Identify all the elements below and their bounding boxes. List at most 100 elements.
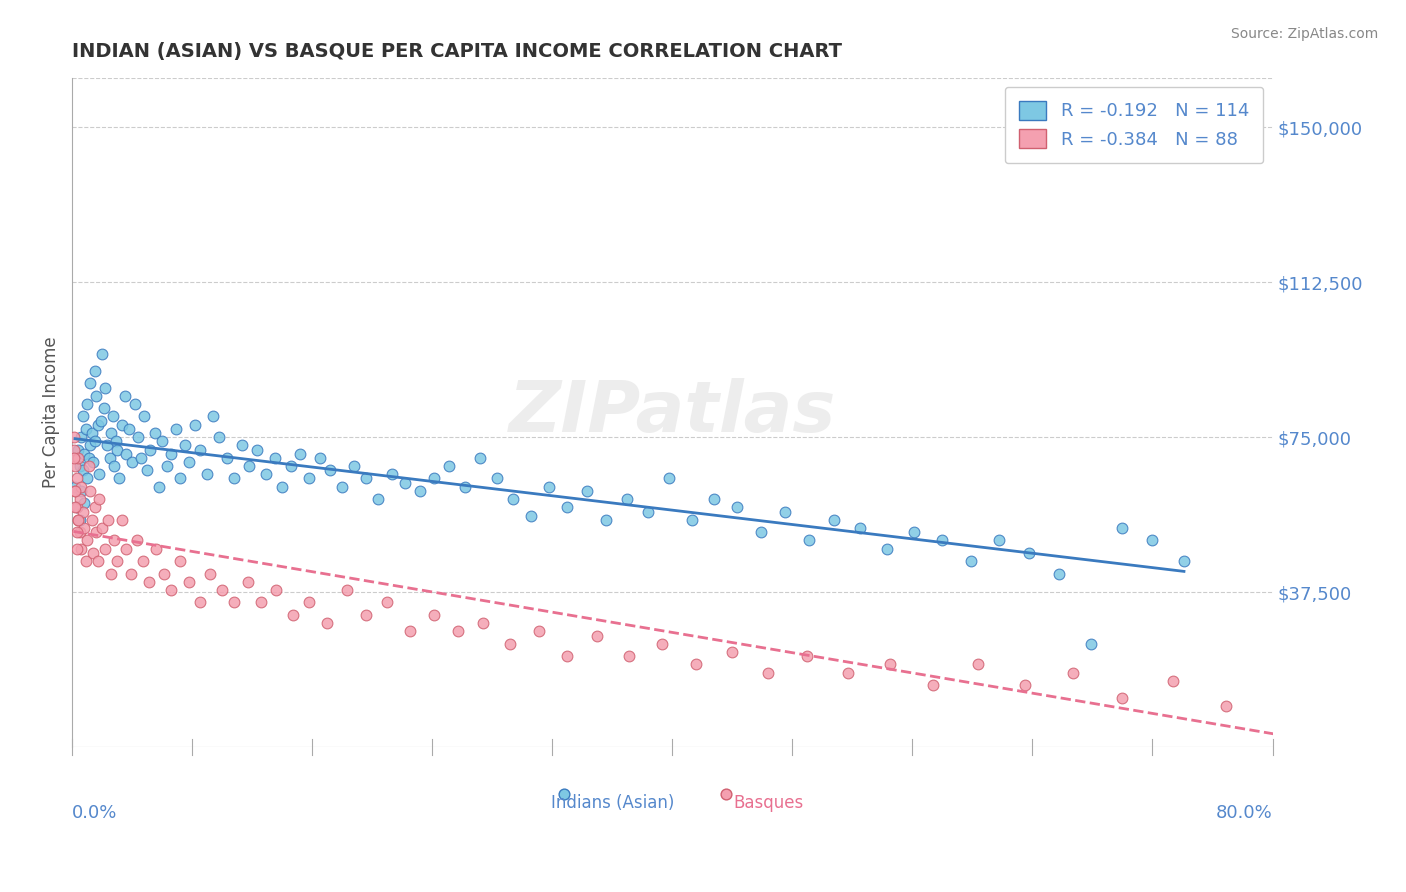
Point <box>1326 719 1348 733</box>
Point <box>367 492 389 507</box>
Point <box>1173 554 1195 568</box>
Point <box>381 467 404 482</box>
Point <box>485 471 508 485</box>
Point <box>66 513 89 527</box>
Point <box>231 438 253 452</box>
Point <box>76 533 98 548</box>
Point <box>1385 728 1406 742</box>
Point <box>105 442 128 457</box>
Point <box>298 471 321 485</box>
Point <box>80 425 103 440</box>
Point <box>160 582 183 597</box>
Point <box>110 417 132 432</box>
Point <box>62 450 84 465</box>
Text: 80.0%: 80.0% <box>1216 804 1272 822</box>
Point <box>208 430 231 444</box>
Point <box>152 566 174 581</box>
Point <box>63 480 86 494</box>
Point <box>132 409 155 424</box>
Point <box>202 409 225 424</box>
Point <box>1142 533 1164 548</box>
Point <box>1014 678 1036 692</box>
Point <box>502 492 524 507</box>
Point <box>336 582 359 597</box>
Point <box>264 582 287 597</box>
Point <box>83 500 105 515</box>
Point <box>129 450 152 465</box>
Point <box>165 422 187 436</box>
Point <box>308 450 330 465</box>
Point <box>145 541 167 556</box>
Point <box>472 616 495 631</box>
Point <box>96 438 118 452</box>
Point <box>124 397 146 411</box>
Point <box>100 425 122 440</box>
Point <box>103 459 125 474</box>
Point <box>903 525 925 540</box>
Point <box>470 450 492 465</box>
Point <box>65 541 87 556</box>
Point <box>394 475 416 490</box>
Point <box>298 595 321 609</box>
Point <box>499 637 522 651</box>
Point <box>288 447 311 461</box>
Point <box>188 442 211 457</box>
Point <box>849 521 872 535</box>
Point <box>823 513 845 527</box>
Point <box>1111 690 1133 705</box>
Point <box>83 364 105 378</box>
Point <box>238 459 260 474</box>
Point <box>104 434 127 449</box>
Point <box>120 566 142 581</box>
Point <box>703 492 725 507</box>
Point <box>409 483 432 498</box>
Legend: R = -0.192   N = 114, R = -0.384   N = 88: R = -0.192 N = 114, R = -0.384 N = 88 <box>1005 87 1264 163</box>
Point <box>616 492 638 507</box>
Point <box>236 574 259 589</box>
Point <box>66 450 89 465</box>
Point <box>86 417 108 432</box>
Point <box>62 430 84 444</box>
Point <box>721 645 744 659</box>
Point <box>538 480 561 494</box>
Point <box>103 533 125 548</box>
Point <box>797 533 820 548</box>
Point <box>195 467 218 482</box>
Point <box>796 649 818 664</box>
Point <box>84 525 107 540</box>
Point <box>245 442 267 457</box>
Point <box>98 450 121 465</box>
Point <box>617 649 640 664</box>
Point <box>254 467 277 482</box>
Point <box>211 582 233 597</box>
Point <box>100 566 122 581</box>
Point <box>637 504 659 518</box>
Point <box>91 347 114 361</box>
Point <box>143 425 166 440</box>
Point <box>80 513 103 527</box>
Point <box>1080 637 1102 651</box>
Point <box>87 467 110 482</box>
Text: ZIPatlas: ZIPatlas <box>509 378 837 447</box>
Point <box>177 455 200 469</box>
Point <box>79 376 101 391</box>
Point <box>281 607 304 622</box>
Point <box>250 595 273 609</box>
Point <box>879 657 901 672</box>
Point <box>169 554 191 568</box>
Point <box>1111 521 1133 535</box>
Point <box>184 417 207 432</box>
Point <box>84 389 107 403</box>
Point <box>76 397 98 411</box>
Point <box>69 492 91 507</box>
Point <box>131 554 153 568</box>
Point <box>94 380 117 394</box>
Y-axis label: Per Capita Income: Per Capita Income <box>42 336 60 488</box>
Point <box>922 678 945 692</box>
Text: Basques: Basques <box>733 794 803 812</box>
Point <box>595 513 617 527</box>
Point <box>73 447 96 461</box>
Point <box>879 740 901 755</box>
Point <box>70 541 93 556</box>
Point <box>222 595 245 609</box>
